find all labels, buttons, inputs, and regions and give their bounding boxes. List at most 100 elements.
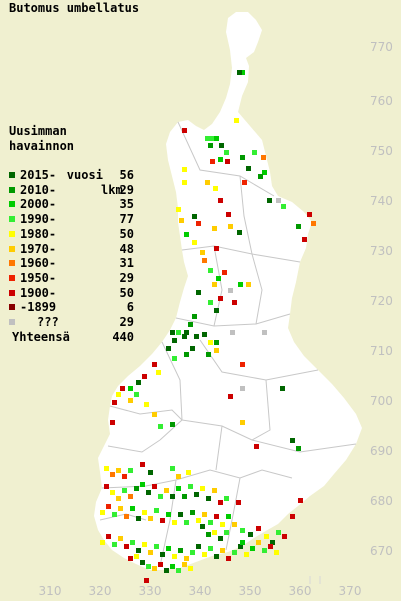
record-square xyxy=(166,346,171,351)
record-square xyxy=(281,204,286,209)
record-square xyxy=(208,520,213,525)
record-square xyxy=(200,486,205,491)
record-square xyxy=(172,338,177,343)
legend-count: 31 xyxy=(119,256,134,271)
record-square xyxy=(190,346,195,351)
record-square xyxy=(194,334,199,339)
record-square xyxy=(176,486,181,491)
record-square xyxy=(148,550,153,555)
legend-row: 1960- 31 xyxy=(9,256,134,271)
record-square xyxy=(220,522,225,527)
record-square xyxy=(307,212,312,217)
legend-count: 29 xyxy=(119,314,134,329)
record-square xyxy=(170,330,175,335)
record-square xyxy=(232,300,237,305)
legend-row: 1970- 48 xyxy=(9,242,134,257)
record-square xyxy=(158,562,163,567)
record-square xyxy=(179,218,184,223)
record-square xyxy=(130,540,135,545)
record-square xyxy=(212,530,217,535)
record-square xyxy=(205,180,210,185)
record-squares xyxy=(100,70,316,583)
record-square xyxy=(302,237,307,242)
record-square xyxy=(242,180,247,185)
record-square xyxy=(238,544,243,549)
legend-swatch xyxy=(9,318,15,325)
legend-heading-line-1: Uusimman xyxy=(9,124,67,138)
record-square xyxy=(254,444,259,449)
record-square xyxy=(224,150,229,155)
record-square xyxy=(184,232,189,237)
record-square xyxy=(164,488,169,493)
legend-total-count: 440 xyxy=(112,329,134,344)
legend-count-heading: lkm xyxy=(101,182,123,197)
legend-count: 48 xyxy=(119,241,134,256)
y-grid-label: 700 xyxy=(370,394,393,408)
record-square xyxy=(237,230,242,235)
record-square xyxy=(152,566,157,571)
record-square xyxy=(214,514,219,519)
record-square xyxy=(214,340,219,345)
x-grid-label: 330 xyxy=(138,584,162,598)
legend-label: 1990- xyxy=(20,212,57,227)
legend-count: 29 xyxy=(119,270,134,285)
record-square xyxy=(112,512,117,517)
record-square xyxy=(225,159,230,164)
record-square xyxy=(282,534,287,539)
record-square xyxy=(124,514,129,519)
record-square xyxy=(252,150,257,155)
legend-swatch xyxy=(9,274,15,281)
record-square xyxy=(196,544,201,549)
record-square xyxy=(262,548,267,553)
legend-heading-line-3: vuosi xyxy=(66,168,103,183)
record-square xyxy=(172,554,177,559)
legend-row: 1950- 29 xyxy=(9,271,134,286)
record-square xyxy=(206,352,211,357)
legend-swatch xyxy=(9,260,15,267)
y-grid-label: 740 xyxy=(370,194,393,208)
record-square xyxy=(148,516,153,521)
legend-swatch xyxy=(9,216,15,223)
record-square xyxy=(264,534,269,539)
record-square xyxy=(213,186,218,191)
record-square xyxy=(128,556,133,561)
record-square xyxy=(188,322,193,327)
legend-row: 1980- 50 xyxy=(9,227,134,242)
record-square xyxy=(154,544,159,549)
record-square xyxy=(172,356,177,361)
record-square xyxy=(190,510,195,515)
record-square xyxy=(218,198,223,203)
record-square xyxy=(178,548,183,553)
record-square xyxy=(296,446,301,451)
legend-count: 29 xyxy=(119,182,134,197)
record-square xyxy=(176,474,181,479)
x-grid-label: 340 xyxy=(188,584,212,598)
record-square xyxy=(170,564,175,569)
record-square xyxy=(140,560,145,565)
record-square xyxy=(222,270,227,275)
record-square xyxy=(182,180,187,185)
record-square xyxy=(200,524,205,529)
legend-swatch xyxy=(9,230,15,237)
record-square xyxy=(210,136,215,141)
legend-total: Yhteensä 440 xyxy=(9,330,134,345)
record-square xyxy=(236,500,241,505)
record-square xyxy=(246,166,251,171)
record-square xyxy=(152,362,157,367)
record-square xyxy=(228,288,233,293)
x-grid-label: 360 xyxy=(288,584,312,598)
legend-row: 2000- 35 xyxy=(9,197,134,212)
record-square xyxy=(154,508,159,513)
record-square xyxy=(182,334,187,339)
record-square xyxy=(212,282,217,287)
record-square xyxy=(188,566,193,571)
record-square xyxy=(136,516,141,521)
record-square xyxy=(170,466,175,471)
record-square xyxy=(240,155,245,160)
record-square xyxy=(218,157,223,162)
legend-label: 1980- xyxy=(20,226,57,241)
record-square xyxy=(206,496,211,501)
record-square xyxy=(216,276,221,281)
